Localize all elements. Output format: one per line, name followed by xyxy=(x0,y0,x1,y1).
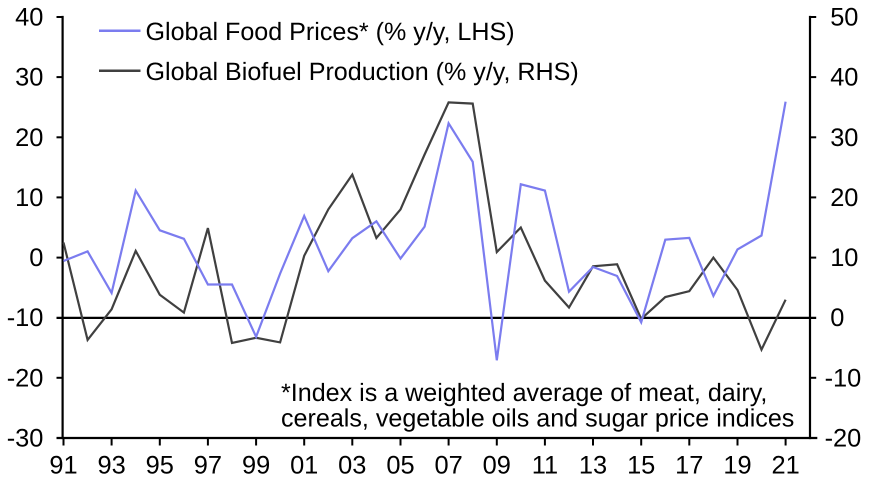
svg-text:-10: -10 xyxy=(7,304,44,332)
svg-text:50: 50 xyxy=(830,4,858,32)
svg-text:15: 15 xyxy=(627,452,655,480)
svg-text:-10: -10 xyxy=(825,364,862,392)
svg-text:11: 11 xyxy=(532,452,558,480)
svg-text:93: 93 xyxy=(97,452,125,480)
svg-text:97: 97 xyxy=(194,452,222,480)
svg-text:30: 30 xyxy=(15,64,43,92)
svg-text:-20: -20 xyxy=(825,425,862,453)
svg-text:99: 99 xyxy=(242,452,270,480)
svg-text:03: 03 xyxy=(338,452,366,480)
svg-text:-20: -20 xyxy=(7,364,44,392)
svg-text:0: 0 xyxy=(830,304,844,332)
svg-text:07: 07 xyxy=(434,452,462,480)
svg-text:01: 01 xyxy=(290,452,318,480)
svg-text:17: 17 xyxy=(675,452,703,480)
svg-text:95: 95 xyxy=(146,452,174,480)
svg-text:10: 10 xyxy=(830,244,858,272)
svg-text:10: 10 xyxy=(15,184,43,212)
svg-text:05: 05 xyxy=(386,452,414,480)
svg-text:19: 19 xyxy=(723,452,751,480)
svg-text:-30: -30 xyxy=(7,425,44,453)
svg-text:20: 20 xyxy=(15,124,43,152)
svg-text:21: 21 xyxy=(771,452,799,480)
svg-text:20: 20 xyxy=(830,184,858,212)
svg-text:Global Biofuel Production (% y: Global Biofuel Production (% y/y, RHS) xyxy=(146,58,579,86)
svg-text:*Index is a weighted average o: *Index is a weighted average of meat, da… xyxy=(281,379,767,407)
svg-text:40: 40 xyxy=(830,64,858,92)
svg-text:0: 0 xyxy=(29,244,43,272)
svg-text:Global Food Prices* (% y/y, LH: Global Food Prices* (% y/y, LHS) xyxy=(146,18,515,46)
svg-text:91: 91 xyxy=(49,452,77,480)
svg-text:09: 09 xyxy=(483,452,511,480)
svg-text:40: 40 xyxy=(15,4,43,32)
svg-text:cereals, vegetable oils and su: cereals, vegetable oils and sugar price … xyxy=(281,405,794,433)
svg-text:13: 13 xyxy=(579,452,607,480)
svg-text:30: 30 xyxy=(830,124,858,152)
